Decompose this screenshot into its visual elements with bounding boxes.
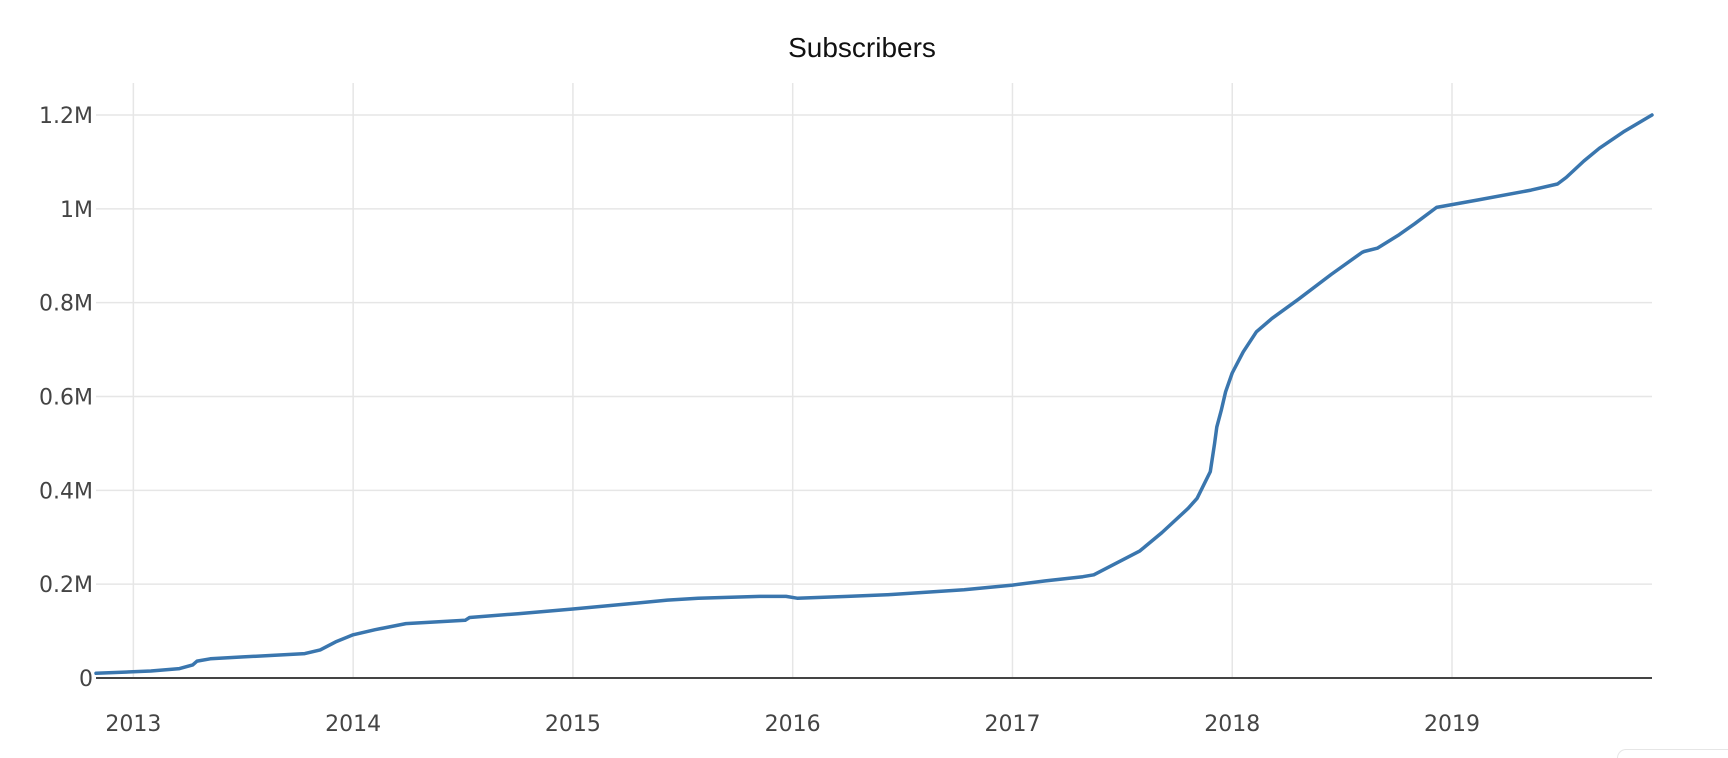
x-tick-label: 2019	[1424, 712, 1480, 737]
y-tick-label: 1.2M	[39, 104, 93, 129]
x-tick-label: 2016	[765, 712, 821, 737]
x-tick-label: 2018	[1204, 712, 1260, 737]
subscribers-series-line	[94, 113, 1654, 676]
axis-layer: 2013 2014 2015 2016 2017 2018 2019 0 0.2M 0.4M 0.6…	[39, 104, 1652, 737]
y-tick-label: 0.2M	[39, 573, 93, 598]
series-layer	[94, 113, 1654, 676]
x-tick-label: 2017	[984, 712, 1040, 737]
grid-layer	[96, 83, 1652, 678]
y-tick-label: 0.4M	[39, 479, 93, 504]
y-tick-label: 0.6M	[39, 386, 93, 411]
x-tick-label: 2013	[105, 712, 161, 737]
y-tick-label: 1M	[60, 198, 93, 223]
y-tick-label: 0.8M	[39, 292, 93, 317]
x-tick-label: 2014	[325, 712, 381, 737]
x-tick-label: 2015	[545, 712, 601, 737]
chart-title: Subscribers	[788, 32, 936, 63]
corner-decoration	[1617, 749, 1728, 758]
y-tick-label: 0	[79, 667, 93, 692]
